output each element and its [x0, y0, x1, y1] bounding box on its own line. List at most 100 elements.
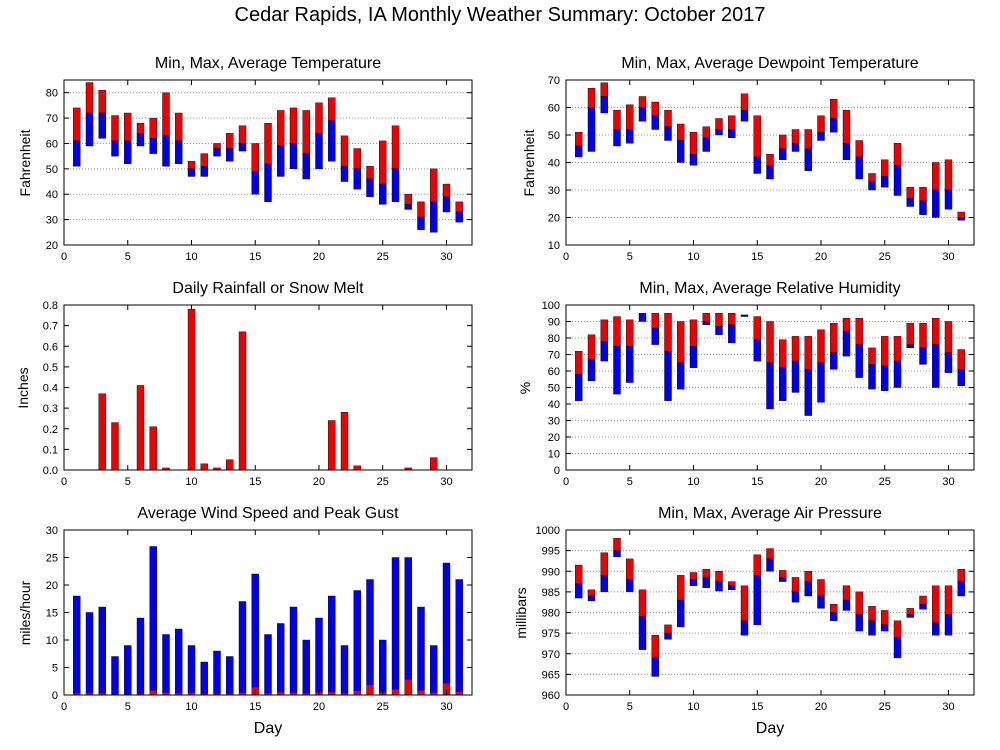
bar-upper [791, 129, 800, 144]
bar-lower [881, 176, 889, 188]
bar-rainfall [98, 393, 106, 471]
bar-lower [830, 118, 838, 133]
bar-avg-speed [353, 691, 361, 695]
y-tick-label: 25 [46, 553, 58, 565]
y-tick-label: 80 [46, 88, 58, 100]
bar-upper [600, 552, 608, 576]
bar-lower [626, 346, 634, 383]
bar-upper [315, 102, 323, 134]
y-tick-label: 20 [46, 580, 58, 592]
bar-upper [587, 88, 596, 108]
bar-avg-speed [417, 690, 425, 695]
bar-lower [753, 339, 761, 362]
bar-gust [302, 639, 310, 696]
bar-gust [200, 661, 208, 696]
bar-lower [868, 364, 876, 390]
bar-upper [753, 316, 761, 340]
bar-lower [791, 143, 800, 152]
bar-lower [740, 110, 749, 122]
bar-lower [779, 148, 787, 160]
y-tick-label: 10 [548, 240, 560, 252]
y-tick-label: 0.2 [43, 424, 58, 436]
bar-upper [430, 168, 438, 203]
bar-lower [162, 135, 170, 167]
x-tick-label: 20 [313, 251, 325, 263]
bar-lower [881, 624, 889, 632]
bar-lower [779, 367, 787, 401]
bar-upper [277, 110, 285, 147]
y-axis-label: millibars [513, 587, 529, 638]
bar-lower [893, 360, 902, 388]
x-tick-label: 25 [377, 476, 389, 488]
bar-upper [575, 132, 583, 147]
bar-upper [779, 339, 787, 368]
x-tick-label: 30 [440, 701, 452, 713]
bar-upper [728, 115, 736, 130]
y-tick-label: 60 [548, 103, 560, 115]
bar-lower [842, 599, 851, 611]
x-tick-label: 15 [249, 476, 261, 488]
bar-lower [289, 143, 298, 170]
bar-upper [932, 318, 940, 345]
y-tick-label: 10 [46, 635, 58, 647]
bar-lower [328, 120, 336, 162]
bar-upper [932, 585, 940, 624]
bar-lower [175, 140, 183, 164]
bar-upper [957, 349, 965, 370]
bar-upper [587, 589, 596, 597]
bar-upper [702, 126, 710, 138]
bar-gust [175, 628, 183, 696]
y-tick-label: 995 [542, 546, 560, 558]
x-tick-label: 25 [377, 251, 389, 263]
y-tick-label: 70 [46, 113, 58, 125]
x-tick-label: 25 [879, 476, 891, 488]
bar-upper [830, 99, 838, 119]
y-tick-label: 15 [46, 608, 58, 620]
bar-lower [587, 595, 596, 602]
bar-lower [702, 137, 710, 152]
bar-upper [804, 571, 812, 582]
bar-gust [430, 645, 438, 696]
bar-upper [664, 624, 672, 634]
bar-lower [855, 344, 863, 378]
bar-gust [226, 656, 234, 696]
bar-upper [677, 575, 685, 601]
bar-gust [340, 645, 349, 696]
bar-lower [626, 129, 634, 144]
bar-rainfall [111, 422, 119, 471]
bar-upper [893, 336, 902, 362]
bar-upper [830, 604, 838, 613]
x-tick-label: 0 [563, 251, 569, 263]
x-axis-label: Day [254, 720, 282, 737]
bar-avg-speed [392, 689, 399, 695]
bar-lower [842, 331, 851, 357]
bar-upper [651, 101, 659, 116]
bar-upper [855, 140, 863, 158]
x-tick-label: 5 [627, 701, 633, 713]
bar-lower [226, 148, 234, 162]
bar-lower [430, 201, 438, 233]
bar-upper [906, 322, 914, 345]
bar-upper [302, 110, 310, 154]
bar-avg-speed [443, 683, 450, 695]
bar-lower [391, 168, 400, 203]
bar-lower [932, 344, 940, 388]
bar-upper [638, 96, 647, 108]
bar-lower [715, 129, 723, 136]
bar-upper [455, 201, 463, 213]
bar-lower [124, 140, 132, 164]
bar-lower [728, 129, 736, 138]
bar-lower [302, 153, 310, 180]
y-tick-label: 0.7 [43, 321, 58, 333]
bar-upper [740, 93, 749, 111]
x-tick-label: 10 [687, 476, 699, 488]
bar-upper [366, 166, 374, 180]
y-tick-label: 20 [548, 213, 560, 225]
bar-upper [391, 125, 400, 170]
bar-avg-speed [239, 692, 246, 695]
bar-lower [353, 168, 361, 190]
bar-upper [626, 558, 634, 580]
x-tick-label: 5 [125, 476, 131, 488]
chart-title: Min, Max, Average Relative Humidity [639, 280, 900, 297]
bar-upper [651, 634, 659, 659]
